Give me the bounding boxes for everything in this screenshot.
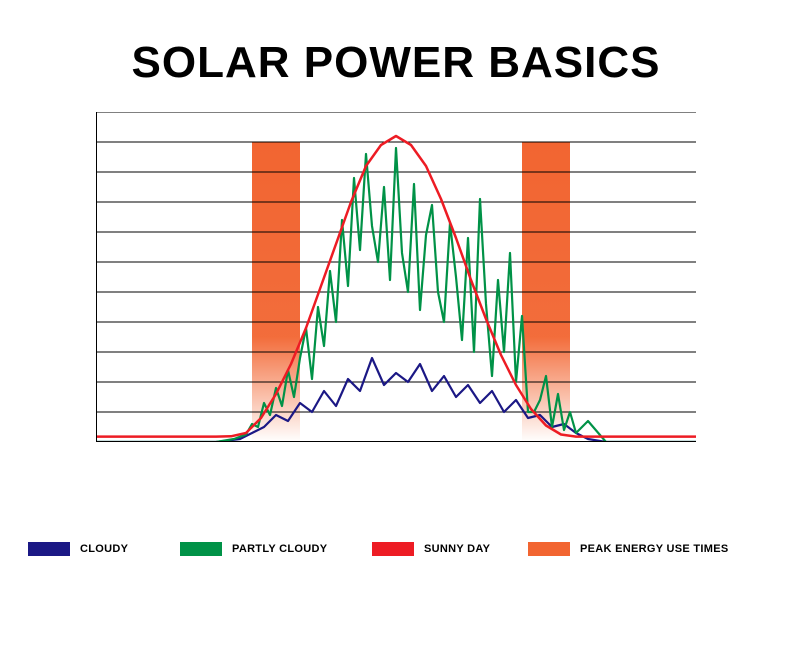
legend-entry-1: PARTLY CLOUDY (180, 540, 327, 570)
page-title: SOLAR POWER BASICS (0, 38, 792, 88)
legend-swatch (28, 542, 70, 556)
legend: CLOUDY PARTLY CLOUDY SUNNY DAY PEAK ENERGY … (0, 540, 792, 570)
legend-entry-0: CLOUDY (28, 540, 128, 570)
series-partly-cloudy (96, 148, 696, 442)
chart-area (96, 112, 696, 442)
legend-label: SUNNY DAY (424, 543, 490, 555)
legend-swatch (372, 542, 414, 556)
series-sunny (96, 136, 696, 437)
solar-line-chart (96, 112, 696, 442)
legend-entry-2: SUNNY DAY (372, 540, 490, 570)
series-cloudy (96, 358, 696, 442)
legend-swatch (528, 542, 570, 556)
data-series (96, 136, 696, 442)
legend-label: CLOUDY (80, 543, 128, 555)
legend-label: PARTLY CLOUDY (232, 543, 327, 555)
legend-swatch (180, 542, 222, 556)
legend-label: PEAK ENERGY USE TIMES (580, 543, 729, 555)
legend-entry-3: PEAK ENERGY USE TIMES (528, 540, 729, 570)
